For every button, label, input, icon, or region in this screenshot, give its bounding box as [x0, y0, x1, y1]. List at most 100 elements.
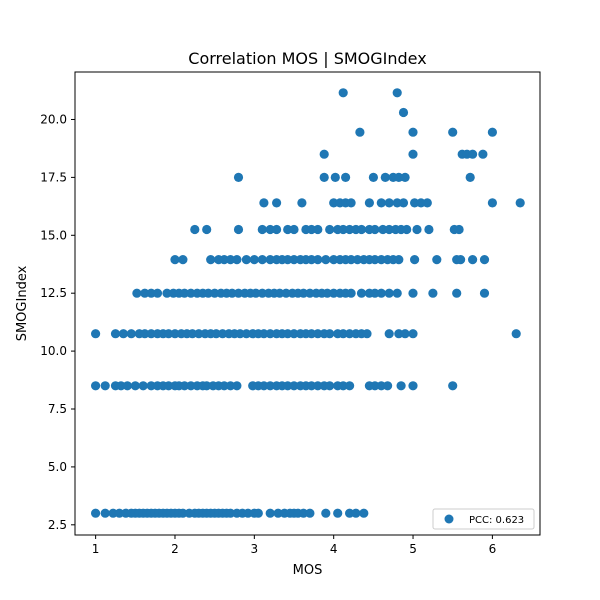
data-point	[325, 381, 335, 391]
data-point	[321, 508, 331, 518]
data-point	[376, 255, 386, 265]
data-point	[259, 198, 269, 208]
data-point	[283, 381, 293, 391]
data-point	[235, 329, 245, 339]
data-point	[392, 288, 402, 298]
data-point	[452, 288, 462, 298]
data-point	[392, 88, 402, 98]
y-tick-label: 10.0	[40, 344, 67, 358]
data-point	[257, 288, 267, 298]
x-axis-ticks: 1 2 3 4 5 6	[92, 535, 496, 556]
data-point	[511, 329, 521, 339]
data-point	[398, 198, 409, 208]
data-point	[329, 288, 339, 298]
data-point	[178, 255, 188, 265]
data-point	[272, 224, 282, 235]
data-point	[408, 288, 418, 298]
data-point	[306, 381, 317, 391]
data-point	[179, 288, 190, 298]
data-point	[243, 508, 253, 518]
data-point	[140, 288, 150, 298]
data-point	[352, 255, 363, 265]
data-point	[370, 224, 380, 235]
data-point	[251, 288, 261, 298]
data-point	[370, 381, 380, 391]
data-point	[368, 172, 378, 182]
data-point	[313, 255, 323, 265]
data-point	[257, 224, 267, 235]
data-point	[329, 255, 339, 265]
y-tick-label: 17.5	[40, 170, 67, 184]
data-point	[146, 329, 156, 339]
data-point	[338, 329, 348, 339]
data-point	[319, 172, 329, 182]
data-point	[345, 224, 355, 235]
data-point	[338, 224, 348, 235]
data-point	[265, 224, 275, 235]
data-point	[376, 381, 386, 391]
data-point	[233, 224, 244, 235]
data-point	[281, 288, 291, 298]
data-point	[341, 172, 351, 182]
data-point	[241, 329, 251, 339]
data-point	[416, 198, 426, 208]
data-point	[408, 381, 418, 391]
data-point	[345, 508, 355, 518]
data-point	[306, 255, 317, 265]
data-point	[275, 288, 285, 298]
data-point	[321, 255, 331, 265]
data-point	[232, 381, 242, 391]
data-point	[218, 329, 228, 339]
data-point	[272, 198, 282, 208]
data-point	[424, 224, 434, 235]
data-point	[432, 255, 442, 265]
data-point	[162, 288, 172, 298]
data-point	[380, 172, 390, 182]
data-point	[479, 288, 490, 298]
data-point	[297, 198, 307, 208]
data-point	[392, 198, 402, 208]
data-point	[289, 381, 299, 391]
data-point	[210, 288, 220, 298]
data-point	[146, 381, 156, 391]
data-point	[478, 149, 488, 159]
data-point	[465, 172, 475, 182]
data-point	[422, 198, 432, 208]
data-point	[408, 329, 418, 339]
data-point	[408, 149, 418, 159]
x-tick-label: 1	[92, 542, 100, 556]
data-point	[265, 329, 275, 339]
data-point	[306, 329, 317, 339]
data-point	[265, 381, 275, 391]
data-point	[319, 149, 329, 159]
data-point	[140, 329, 150, 339]
data-point	[289, 255, 299, 265]
data-point	[479, 255, 490, 265]
data-point	[227, 288, 237, 298]
x-tick-label: 5	[409, 542, 417, 556]
data-point	[313, 329, 323, 339]
data-point	[259, 381, 269, 391]
data-point	[146, 288, 156, 298]
data-point	[325, 224, 335, 235]
data-point	[170, 255, 180, 265]
data-point	[338, 88, 348, 98]
data-point	[329, 198, 339, 208]
data-point	[265, 255, 275, 265]
data-point	[448, 381, 458, 391]
data-point	[100, 508, 110, 518]
data-point	[202, 381, 212, 391]
data-point	[233, 288, 244, 298]
data-point	[394, 329, 404, 339]
data-point	[306, 224, 317, 235]
data-point	[345, 381, 355, 391]
data-point	[305, 508, 315, 518]
data-point	[378, 224, 388, 235]
data-point	[346, 255, 356, 265]
data-point	[164, 329, 174, 339]
data-point	[225, 381, 236, 391]
data-point	[394, 255, 404, 265]
data-point	[356, 288, 367, 298]
y-tick-label: 7.5	[48, 402, 67, 416]
